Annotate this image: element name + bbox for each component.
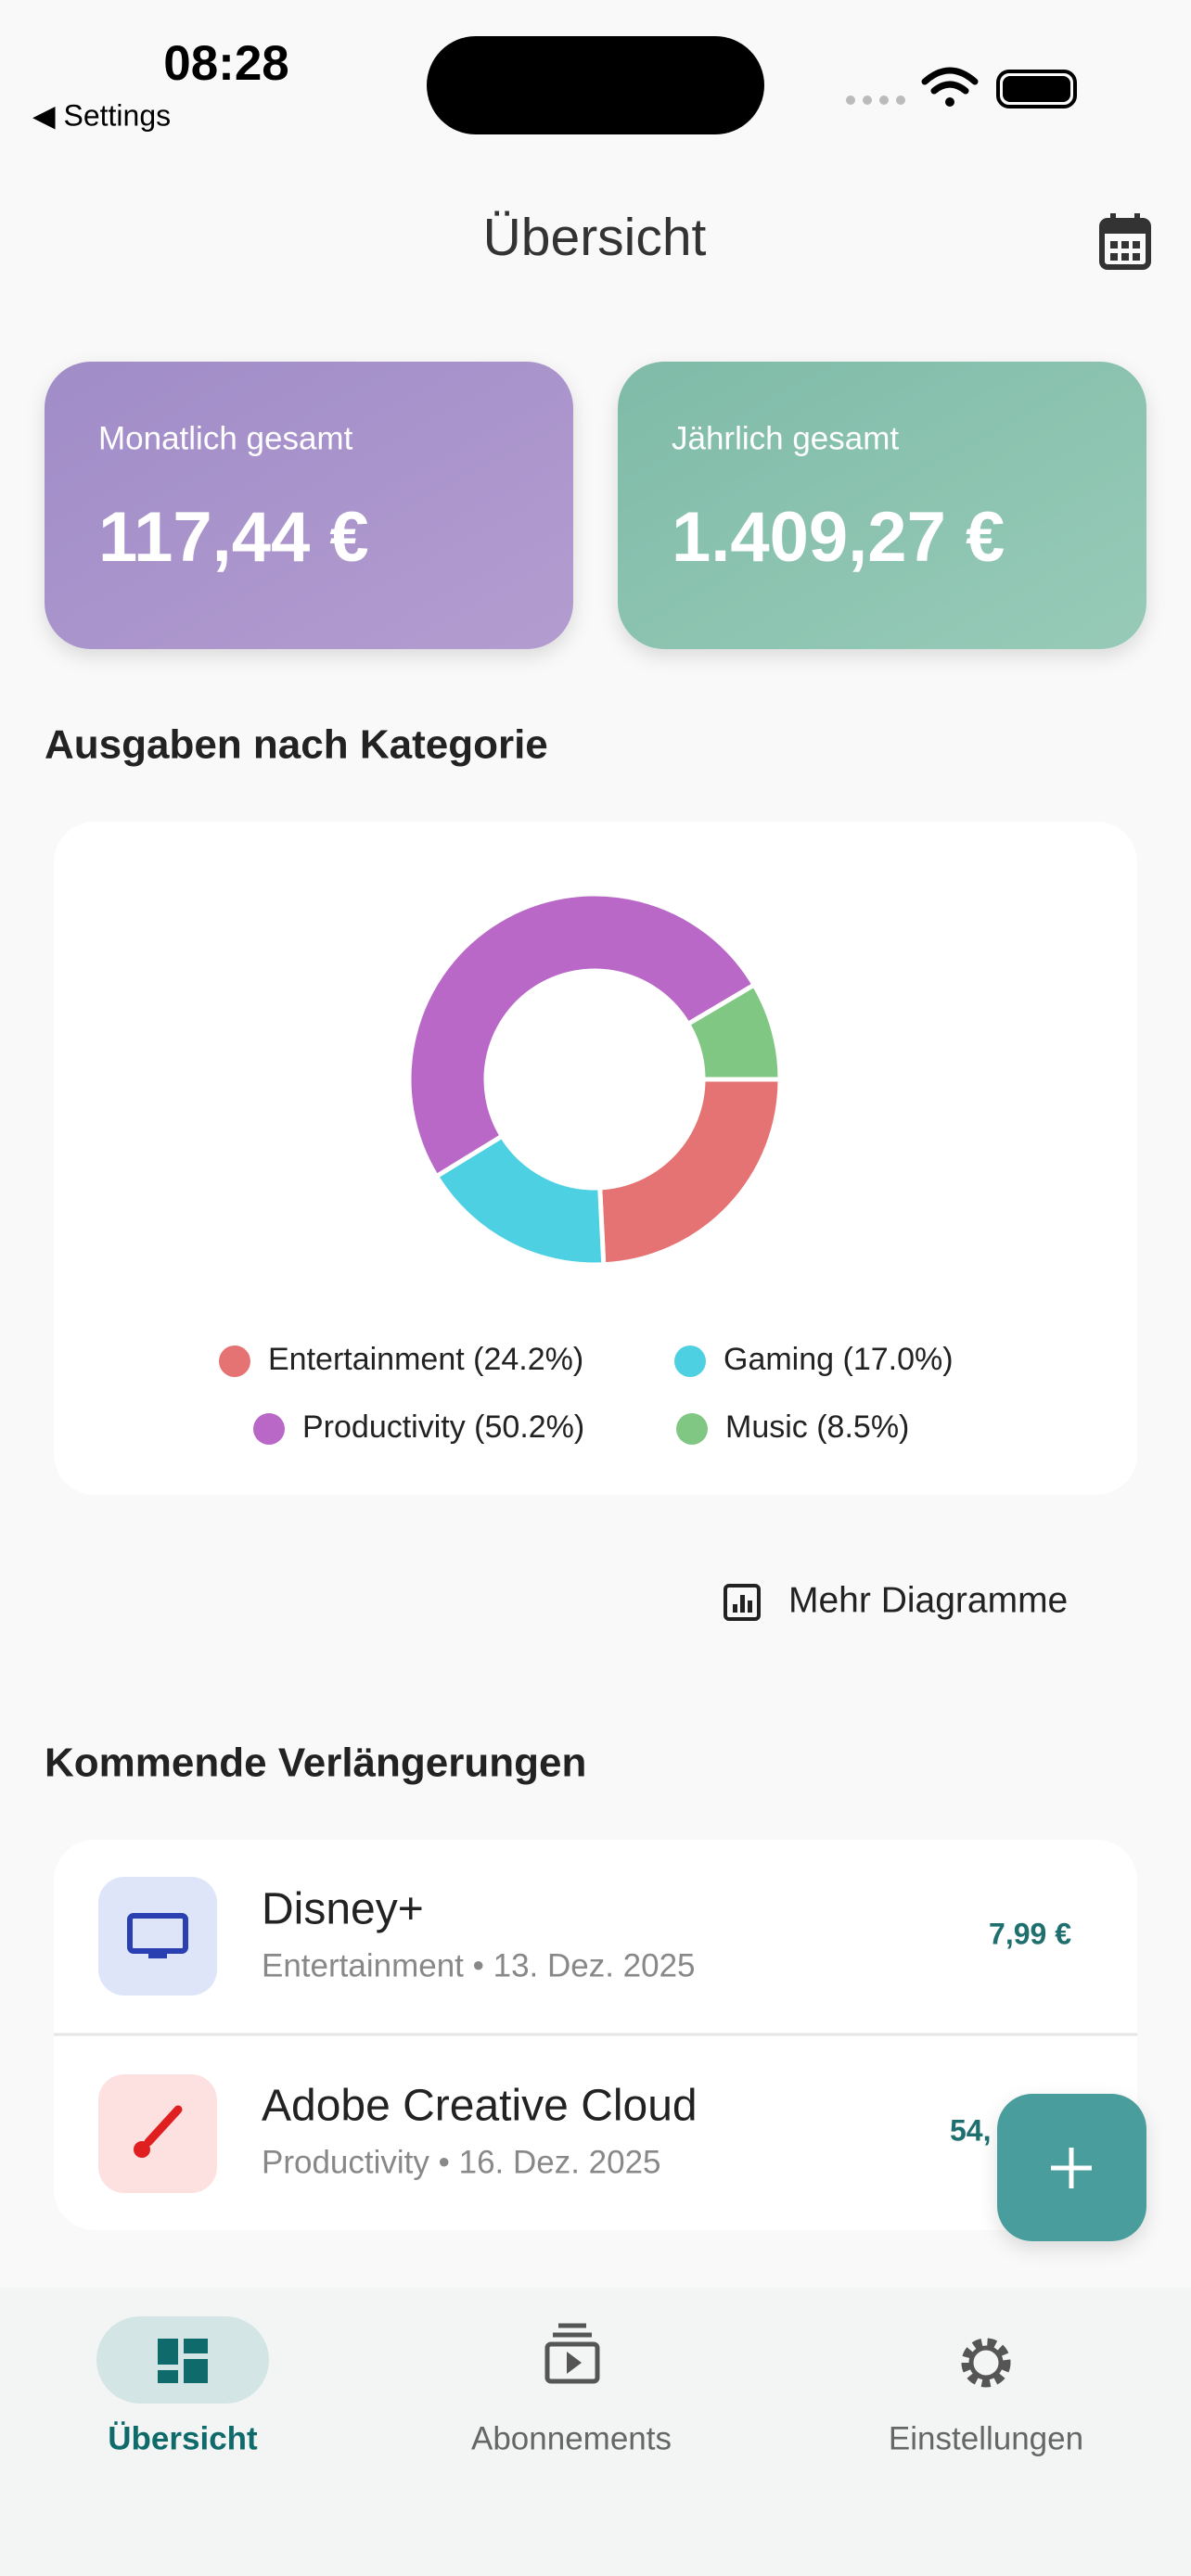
page-title: Übersicht — [483, 208, 707, 267]
card-value: 117,44 € — [98, 498, 369, 577]
section-title: Ausgaben nach Kategorie — [45, 722, 548, 768]
legend-swatch — [253, 1413, 285, 1445]
battery — [996, 70, 1077, 108]
card-value: 1.409,27 € — [672, 498, 1005, 577]
list-item[interactable]: Disney+ Entertainment • 13. Dez. 2025 7,… — [98, 1877, 1071, 1996]
monthly-card — [45, 362, 573, 649]
legend-label: Productivity (50.2%) — [302, 1409, 584, 1445]
legend-label: Music (8.5%) — [725, 1409, 909, 1445]
nav-label[interactable]: Abonnements — [471, 2420, 672, 2456]
item-subtitle: Productivity • 16. Dez. 2025 — [262, 2144, 661, 2180]
nav-item[interactable]: Einstellungen — [889, 2338, 1083, 2456]
legend-label: Entertainment (24.2%) — [268, 1342, 583, 1377]
pie-slice — [433, 1132, 607, 1268]
legend-label: Gaming (17.0%) — [724, 1342, 954, 1377]
pie-slice — [685, 981, 783, 1082]
calendar-button[interactable] — [1099, 213, 1151, 270]
pie-slice — [406, 891, 758, 1180]
item-name: Adobe Creative Cloud — [262, 2082, 698, 2131]
add-button[interactable] — [997, 2094, 1146, 2241]
legend-swatch — [676, 1413, 708, 1445]
dynamic-island — [427, 36, 764, 134]
signal — [846, 96, 905, 105]
chart-card — [54, 822, 1137, 1495]
more-charts-button[interactable]: Mehr Diagramme — [724, 1580, 1068, 1621]
yearly-card — [618, 362, 1146, 649]
donut-chart: Entertainment (24.2%) Gaming (17.0%) Produ… — [219, 891, 954, 1445]
item-price: 7,99 € — [989, 1917, 1071, 1950]
nav-item[interactable]: Abonnements — [471, 2323, 672, 2456]
pie-slice — [597, 1077, 783, 1268]
legend-swatch — [219, 1345, 250, 1377]
section-title: Kommende Verlängerungen — [45, 1741, 586, 1786]
card-label: Monatlich gesamt — [98, 420, 353, 456]
wifi — [921, 67, 979, 107]
nav-label[interactable]: Übersicht — [108, 2420, 258, 2456]
legend-swatch — [674, 1345, 706, 1377]
back-link[interactable]: ◀ Settings — [32, 98, 171, 132]
card-label: Jährlich gesamt — [672, 420, 899, 456]
item-name: Disney+ — [262, 1885, 424, 1934]
battery-level — [1003, 76, 1070, 102]
item-price: 54, — [950, 2113, 991, 2147]
more-charts-label[interactable]: Mehr Diagramme — [788, 1580, 1068, 1620]
nav-item[interactable]: Übersicht — [96, 2316, 269, 2456]
nav-label[interactable]: Einstellungen — [889, 2420, 1083, 2456]
list-item[interactable]: Adobe Creative Cloud Productivity • 16. … — [98, 2074, 991, 2193]
item-subtitle: Entertainment • 13. Dez. 2025 — [262, 1947, 696, 1983]
time: 08:28 — [163, 36, 289, 91]
